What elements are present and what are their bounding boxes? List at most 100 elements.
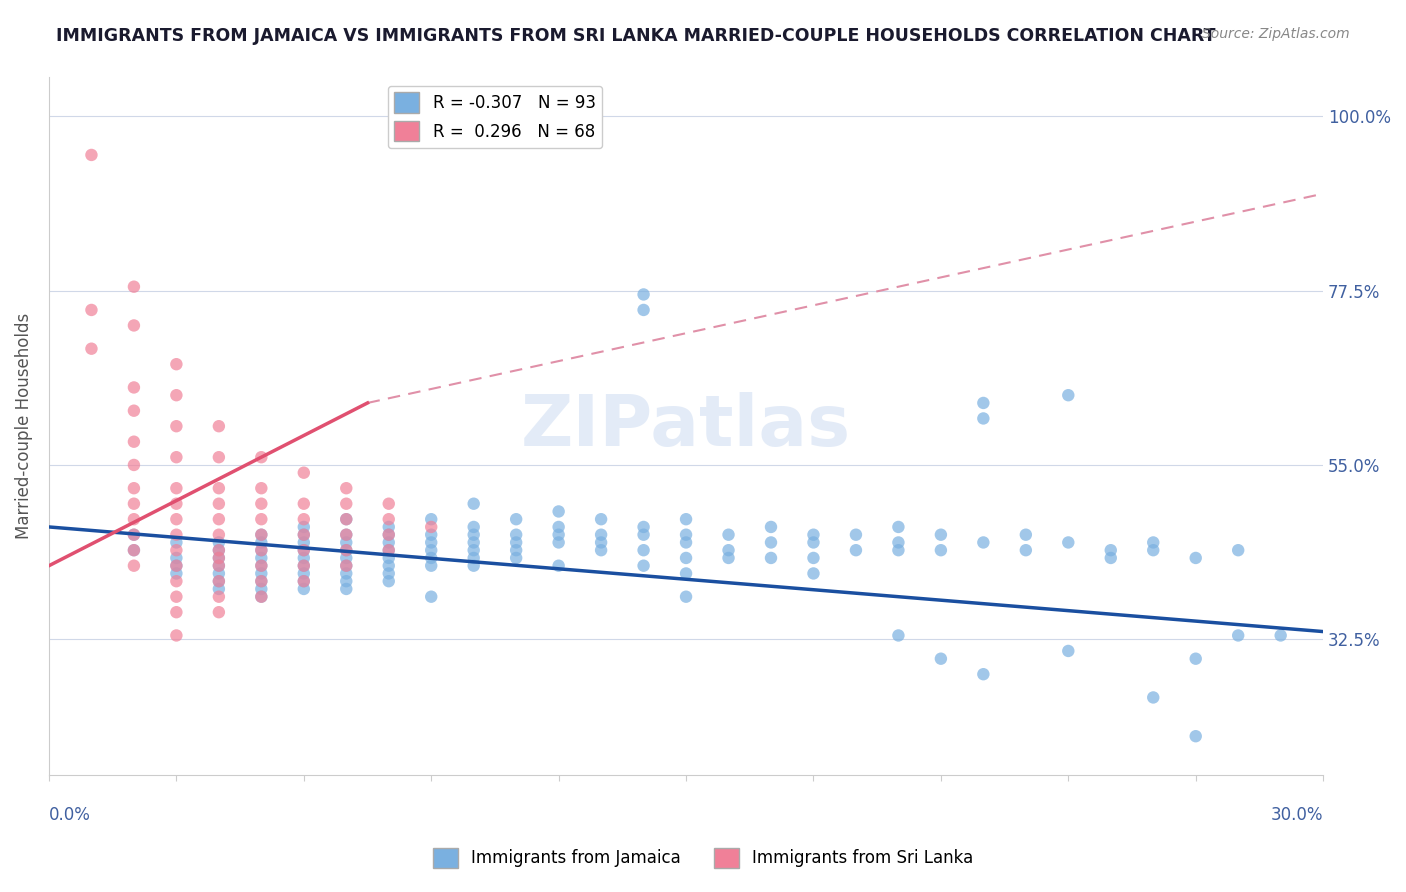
- Point: [803, 535, 825, 549]
- Text: Source: ZipAtlas.com: Source: ZipAtlas.com: [1202, 27, 1350, 41]
- Point: [845, 543, 868, 558]
- Point: [547, 558, 569, 573]
- Point: [887, 535, 910, 549]
- Point: [717, 527, 740, 541]
- Point: [887, 543, 910, 558]
- Legend: R = -0.307   N = 93, R =  0.296   N = 68: R = -0.307 N = 93, R = 0.296 N = 68: [388, 86, 602, 148]
- Point: [972, 396, 994, 410]
- Point: [250, 558, 273, 573]
- Point: [122, 527, 145, 541]
- Point: [122, 497, 145, 511]
- Point: [1099, 543, 1122, 558]
- Point: [208, 512, 231, 526]
- Point: [335, 481, 357, 495]
- Point: [335, 574, 357, 589]
- Point: [122, 380, 145, 394]
- Text: IMMIGRANTS FROM JAMAICA VS IMMIGRANTS FROM SRI LANKA MARRIED-COUPLE HOUSEHOLDS C: IMMIGRANTS FROM JAMAICA VS IMMIGRANTS FR…: [56, 27, 1216, 45]
- Point: [292, 582, 315, 596]
- Point: [1270, 628, 1292, 642]
- Point: [1057, 644, 1080, 658]
- Point: [292, 520, 315, 534]
- Point: [250, 574, 273, 589]
- Point: [1184, 551, 1206, 566]
- Point: [250, 558, 273, 573]
- Point: [675, 512, 697, 526]
- Point: [250, 543, 273, 558]
- Point: [292, 512, 315, 526]
- Point: [208, 582, 231, 596]
- Point: [972, 411, 994, 425]
- Point: [122, 543, 145, 558]
- Point: [292, 535, 315, 549]
- Point: [420, 512, 443, 526]
- Point: [420, 535, 443, 549]
- Point: [80, 302, 103, 317]
- Point: [165, 605, 187, 619]
- Point: [165, 590, 187, 604]
- Point: [80, 342, 103, 356]
- Point: [292, 551, 315, 566]
- Point: [929, 651, 952, 665]
- Point: [1142, 535, 1164, 549]
- Point: [675, 535, 697, 549]
- Point: [292, 543, 315, 558]
- Text: 30.0%: 30.0%: [1271, 806, 1323, 824]
- Point: [803, 527, 825, 541]
- Point: [165, 497, 187, 511]
- Point: [420, 590, 443, 604]
- Point: [420, 527, 443, 541]
- Point: [845, 527, 868, 541]
- Point: [972, 535, 994, 549]
- Point: [292, 558, 315, 573]
- Point: [208, 543, 231, 558]
- Point: [547, 535, 569, 549]
- Point: [165, 551, 187, 566]
- Point: [1057, 388, 1080, 402]
- Point: [759, 551, 782, 566]
- Point: [335, 582, 357, 596]
- Text: ZIPatlas: ZIPatlas: [522, 392, 851, 460]
- Point: [250, 527, 273, 541]
- Point: [675, 527, 697, 541]
- Point: [377, 535, 399, 549]
- Point: [377, 527, 399, 541]
- Point: [165, 450, 187, 465]
- Point: [505, 527, 527, 541]
- Point: [208, 574, 231, 589]
- Point: [250, 497, 273, 511]
- Point: [420, 551, 443, 566]
- Point: [165, 535, 187, 549]
- Point: [1015, 527, 1038, 541]
- Point: [1142, 690, 1164, 705]
- Point: [250, 535, 273, 549]
- Point: [1015, 543, 1038, 558]
- Point: [803, 566, 825, 581]
- Point: [463, 497, 485, 511]
- Point: [208, 450, 231, 465]
- Point: [505, 543, 527, 558]
- Point: [208, 497, 231, 511]
- Point: [717, 551, 740, 566]
- Point: [250, 527, 273, 541]
- Point: [165, 527, 187, 541]
- Point: [420, 543, 443, 558]
- Point: [591, 527, 613, 541]
- Point: [505, 551, 527, 566]
- Point: [591, 543, 613, 558]
- Point: [633, 527, 655, 541]
- Point: [208, 543, 231, 558]
- Point: [208, 419, 231, 434]
- Point: [759, 520, 782, 534]
- Point: [165, 512, 187, 526]
- Point: [377, 543, 399, 558]
- Point: [505, 535, 527, 549]
- Point: [208, 558, 231, 573]
- Point: [463, 527, 485, 541]
- Point: [335, 558, 357, 573]
- Point: [250, 543, 273, 558]
- Point: [250, 590, 273, 604]
- Point: [1227, 543, 1250, 558]
- Point: [292, 566, 315, 581]
- Point: [420, 558, 443, 573]
- Point: [675, 566, 697, 581]
